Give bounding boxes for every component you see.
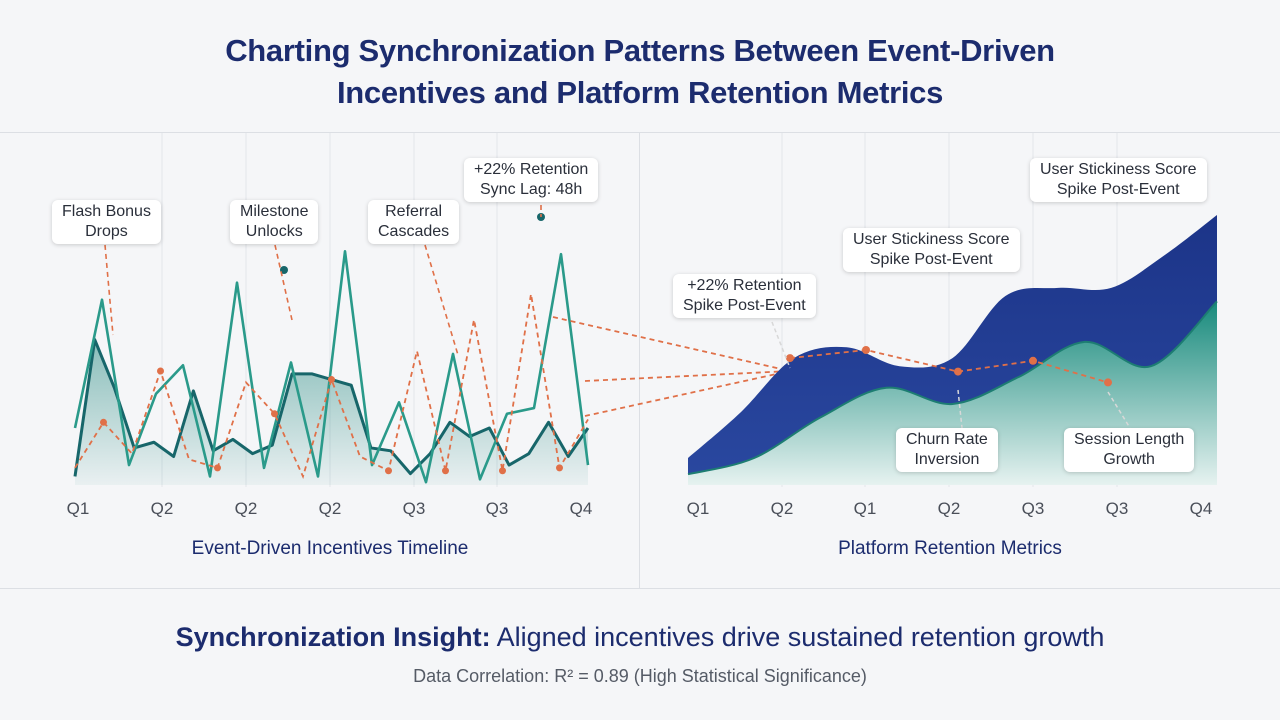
callout-leader xyxy=(1107,391,1131,429)
x-tick-label: Q1 xyxy=(687,499,710,518)
x-tick-label: Q1 xyxy=(854,499,877,518)
x-tick-label: Q2 xyxy=(771,499,794,518)
orange-marker xyxy=(214,464,221,472)
x-tick-label: Q3 xyxy=(486,499,509,518)
series-teal-line xyxy=(73,250,590,484)
orange-marker xyxy=(385,467,392,475)
callout-leader xyxy=(771,321,791,369)
orange-marker xyxy=(1104,378,1112,387)
callout-leader xyxy=(104,244,114,336)
orange-marker xyxy=(1029,356,1037,365)
orange-marker xyxy=(499,467,506,475)
bridge-connector xyxy=(552,316,791,372)
x-tick-label: Q3 xyxy=(1106,499,1129,518)
x-tick-label: Q4 xyxy=(570,499,593,518)
chart-title: Charting Synchronization Patterns Betwee… xyxy=(0,30,1280,114)
callout-retention-spike: +22% Retention Spike Post-Event xyxy=(673,274,816,318)
x-tick-label: Q2 xyxy=(151,499,174,518)
callout-leader xyxy=(424,244,459,356)
series-teal-edge xyxy=(687,300,1218,476)
x-tick-label: Q2 xyxy=(235,499,258,518)
correlation-note: Data Correlation: R² = 0.89 (High Statis… xyxy=(413,666,867,686)
x-tick-label: Q3 xyxy=(1022,499,1045,518)
orange-marker xyxy=(157,367,164,375)
divider-bottom xyxy=(0,588,1280,589)
callout-milestone-unlocks: Milestone Unlocks xyxy=(230,200,319,244)
bridge-connector xyxy=(584,370,791,382)
orange-marker xyxy=(100,418,107,426)
x-tick-label: Q4 xyxy=(1190,499,1213,518)
divider-top xyxy=(0,132,1280,133)
bridge-connector xyxy=(584,370,791,417)
chart-title-line-2: Incentives and Platform Retention Metric… xyxy=(336,75,944,110)
orange-marker xyxy=(442,467,449,475)
callout-sync-lag: +22% Retention Sync Lag: 48h xyxy=(464,158,599,202)
insight-rest: Aligned incentives drive sustained reten… xyxy=(490,622,1105,652)
x-tick-label: Q3 xyxy=(403,499,426,518)
callout-leader xyxy=(957,389,963,429)
left-panel-title: Event-Driven Incentives Timeline xyxy=(191,538,469,559)
series-orange-dashed-right xyxy=(789,349,1109,384)
callout-flash-bonus-drops: Flash Bonus Drops xyxy=(52,200,161,244)
right-panel-title: Platform Retention Metrics xyxy=(838,538,1062,559)
orange-marker xyxy=(862,346,870,354)
insight-bold: Synchronization Insight: xyxy=(175,622,491,652)
callout-stickiness-top: User Stickiness Score Spike Post-Event xyxy=(1030,158,1207,202)
orange-marker xyxy=(271,410,278,418)
divider-center xyxy=(639,133,640,588)
x-tick-label: Q2 xyxy=(319,499,342,518)
insight-text: Synchronization Insight: Aligned incenti… xyxy=(0,622,1280,653)
callout-session-length: Session Length Growth xyxy=(1064,428,1195,472)
callout-churn-inversion: Churn Rate Inversion xyxy=(896,428,998,472)
orange-marker xyxy=(786,354,794,363)
callout-referral-cascades: Referral Cascades xyxy=(368,200,460,244)
orange-marker xyxy=(328,376,335,384)
x-tick-label: Q1 xyxy=(67,499,90,518)
orange-marker xyxy=(954,367,962,376)
orange-marker xyxy=(556,464,563,472)
peak-marker xyxy=(280,266,288,274)
callout-stickiness-mid: User Stickiness Score Spike Post-Event xyxy=(843,228,1020,272)
callout-leader xyxy=(274,244,293,321)
chart-title-line-1: Charting Synchronization Patterns Betwee… xyxy=(225,33,1055,68)
x-tick-label: Q2 xyxy=(938,499,961,518)
